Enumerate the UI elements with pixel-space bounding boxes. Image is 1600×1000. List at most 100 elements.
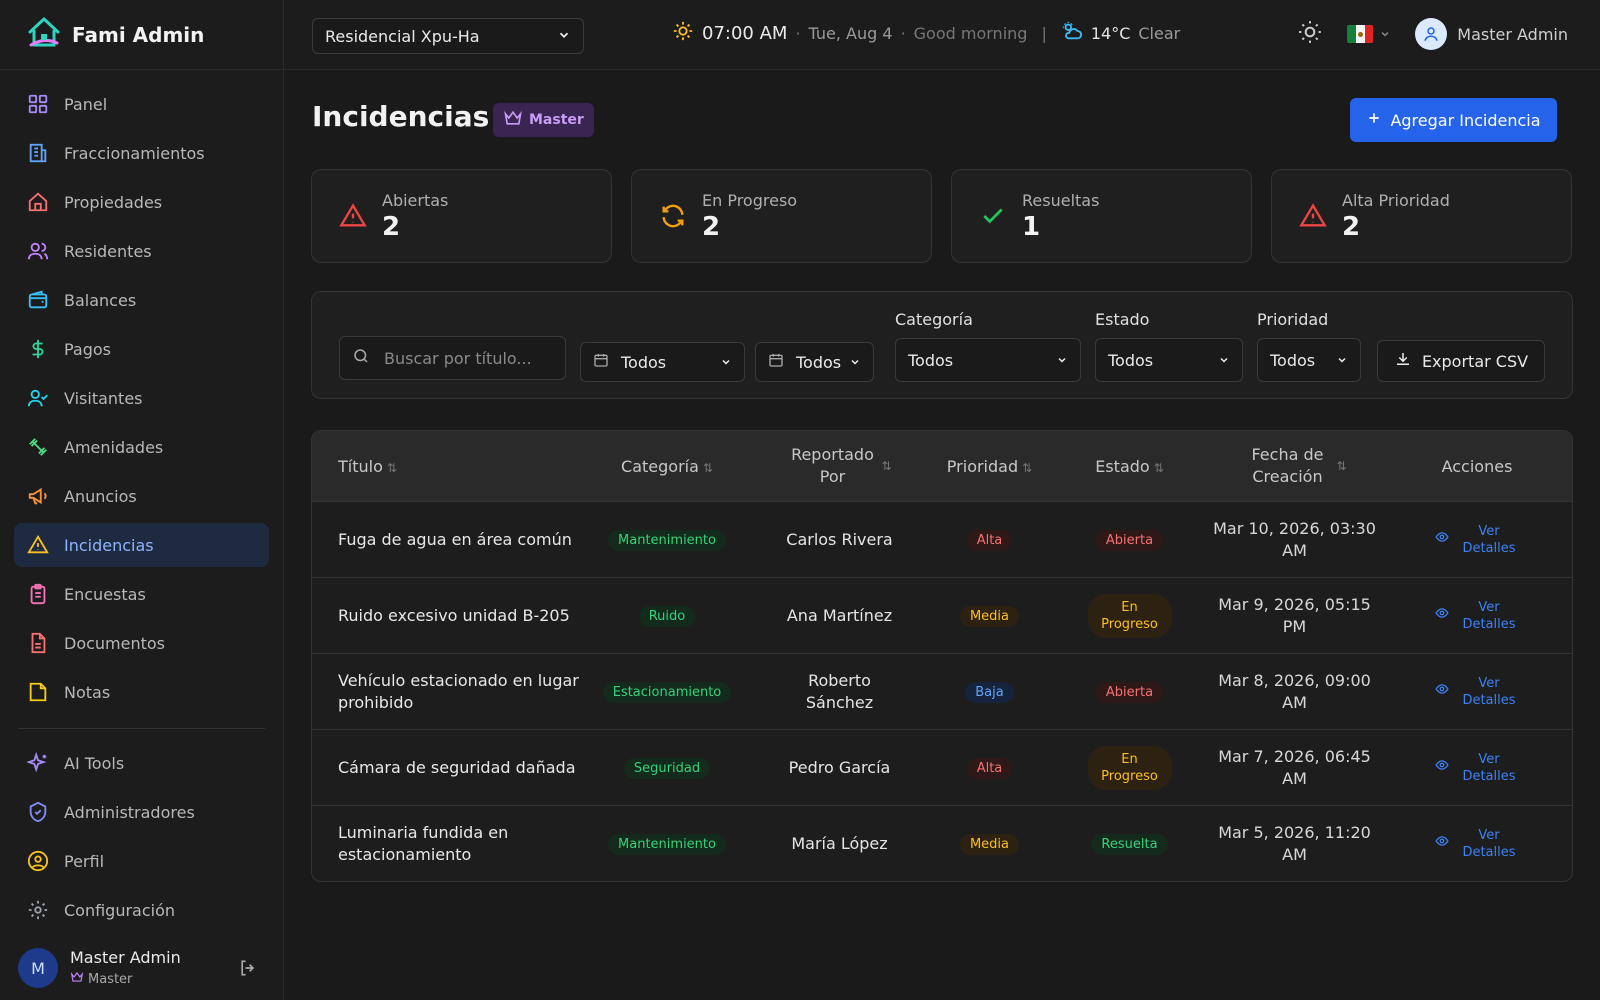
- sidebar-item-encuestas[interactable]: Encuestas: [14, 572, 269, 616]
- sidebar-item-anuncios[interactable]: Anuncios: [14, 474, 269, 518]
- temperature: 14°C: [1090, 23, 1131, 43]
- table-row[interactable]: Fuga de agua en área común Mantenimiento…: [312, 501, 1572, 577]
- category-badge: Ruido: [638, 605, 696, 627]
- category-select[interactable]: Todos: [895, 338, 1081, 382]
- cell-title: Ruido excesivo unidad B-205: [338, 605, 570, 625]
- table-row[interactable]: Luminaria fundida en estacionamiento Man…: [312, 805, 1572, 881]
- language-selector[interactable]: [1347, 25, 1391, 44]
- sidebar-item-fraccionamientos[interactable]: Fraccionamientos: [14, 131, 269, 175]
- page-title: Incidencias: [312, 100, 490, 133]
- sidebar-item-label: Incidencias: [64, 535, 154, 555]
- date-to-select[interactable]: Todos: [755, 342, 874, 382]
- separator-dot: ·: [900, 23, 906, 43]
- status-badge: En Progreso: [1087, 593, 1172, 638]
- view-details-link[interactable]: Ver Detalles: [1435, 751, 1519, 785]
- sidebar: Fami Admin Panel Fraccionamientos Propie…: [0, 0, 284, 1000]
- view-details-link[interactable]: Ver Detalles: [1435, 827, 1519, 861]
- table-row[interactable]: Cámara de seguridad dañada Seguridad Ped…: [312, 729, 1572, 805]
- download-icon: [1394, 350, 1412, 372]
- sidebar-item-amenidades[interactable]: Amenidades: [14, 425, 269, 469]
- date-from-select[interactable]: Todos: [580, 342, 745, 382]
- category-value: Todos: [908, 350, 954, 370]
- add-incident-button[interactable]: Agregar Incidencia: [1350, 98, 1557, 142]
- theme-toggle-sun-icon[interactable]: [1297, 19, 1323, 49]
- status-badge: Abierta: [1095, 681, 1164, 703]
- community-selector[interactable]: Residencial Xpu-Ha: [312, 18, 584, 54]
- cell-created: Mar 5, 2026, 11:20 AM: [1218, 822, 1371, 864]
- chevron-down-icon: [1379, 25, 1391, 44]
- priority-filter-label: Prioridad: [1257, 310, 1329, 329]
- calendar-icon: [593, 352, 609, 372]
- cell-reported-by: Ana Martínez: [786, 606, 893, 625]
- brand[interactable]: Fami Admin: [0, 0, 283, 70]
- view-details-link[interactable]: Ver Detalles: [1435, 599, 1519, 633]
- cell-title: Cámara de seguridad dañada: [338, 757, 576, 777]
- topbar: Residencial Xpu-Ha 07:00 AM · Tue, Aug 4…: [284, 0, 1600, 70]
- cell-reported-by: María López: [791, 834, 888, 853]
- sidebar-item-label: Panel: [64, 94, 108, 114]
- sidebar-item-label: Balances: [64, 290, 137, 310]
- app-name: Fami Admin: [72, 22, 205, 47]
- chevron-down-icon: [557, 27, 571, 46]
- sidebar-item-label: Amenidades: [64, 437, 164, 457]
- sidebar-item-visitantes[interactable]: Visitantes: [14, 376, 269, 420]
- export-csv-button[interactable]: Exportar CSV: [1377, 340, 1545, 382]
- eye-icon: [1435, 834, 1449, 853]
- note-icon: [26, 680, 50, 704]
- sidebar-item-ai-tools[interactable]: AI Tools: [14, 741, 269, 785]
- col-category[interactable]: Categoría ⇅: [582, 457, 752, 476]
- cell-created: Mar 10, 2026, 03:30 AM: [1213, 518, 1376, 560]
- date-from-value: Todos: [621, 352, 667, 372]
- cell-title: Fuga de agua en área común: [338, 529, 572, 549]
- status-badge: En Progreso: [1087, 745, 1172, 790]
- stat-label: Alta Prioridad: [1342, 190, 1450, 210]
- user-menu[interactable]: Master Admin: [1415, 18, 1568, 50]
- warning-icon: [338, 201, 368, 231]
- stat-value: 1: [1022, 211, 1041, 242]
- view-details-link[interactable]: Ver Detalles: [1435, 675, 1519, 709]
- sidebar-item-configuracion[interactable]: Configuración: [14, 888, 269, 932]
- stat-card-en-progreso: En Progreso 2: [631, 169, 932, 263]
- sidebar-item-label: Propiedades: [64, 192, 163, 212]
- sidebar-item-residentes[interactable]: Residentes: [14, 229, 269, 273]
- sidebar-item-notas[interactable]: Notas: [14, 670, 269, 714]
- col-created[interactable]: Fecha de Creación ⇅: [1207, 444, 1382, 488]
- search-field[interactable]: Buscar por título...: [339, 336, 566, 380]
- cell-reported-by: Roberto Sánchez: [752, 670, 927, 714]
- col-status[interactable]: Estado ⇅: [1052, 457, 1207, 476]
- sidebar-item-label: Visitantes: [64, 388, 143, 408]
- table-row[interactable]: Ruido excesivo unidad B-205 Ruido Ana Ma…: [312, 577, 1572, 653]
- sidebar-item-panel[interactable]: Panel: [14, 82, 269, 126]
- sidebar-item-pagos[interactable]: Pagos: [14, 327, 269, 371]
- sidebar-item-administradores[interactable]: Administradores: [14, 790, 269, 834]
- col-title[interactable]: Título ⇅: [312, 457, 582, 476]
- sidebar-item-incidencias[interactable]: Incidencias: [14, 523, 269, 567]
- main-content: Incidencias Master Agregar Incidencia Ab…: [284, 70, 1600, 1000]
- user-check-icon: [26, 386, 50, 410]
- stats-row: Abiertas 2 En Progreso 2 Resueltas 1 Alta P…: [311, 169, 1572, 263]
- sort-icon: ⇅: [1022, 460, 1033, 475]
- weather-condition: Clear: [1138, 23, 1181, 43]
- stat-card-abiertas: Abiertas 2: [311, 169, 612, 263]
- sidebar-divider: [18, 728, 265, 729]
- col-priority[interactable]: Prioridad ⇅: [927, 457, 1052, 476]
- sidebar-item-documentos[interactable]: Documentos: [14, 621, 269, 665]
- table-row[interactable]: Vehículo estacionado en lugar prohibido …: [312, 653, 1572, 729]
- status-select[interactable]: Todos: [1095, 338, 1243, 382]
- megaphone-icon: [26, 484, 50, 508]
- col-reported-by[interactable]: Reportado Por ⇅: [752, 444, 927, 488]
- sidebar-item-propiedades[interactable]: Propiedades: [14, 180, 269, 224]
- priority-badge: Media: [959, 605, 1020, 627]
- sidebar-item-balances[interactable]: Balances: [14, 278, 269, 322]
- logout-icon[interactable]: [238, 958, 258, 982]
- eye-icon: [1435, 530, 1449, 549]
- dollar-icon: [26, 337, 50, 361]
- priority-select[interactable]: Todos: [1257, 338, 1361, 382]
- sidebar-item-label: Residentes: [64, 241, 152, 261]
- crown-icon: [503, 108, 523, 132]
- avatar[interactable]: M: [18, 948, 58, 988]
- sidebar-item-perfil[interactable]: Perfil: [14, 839, 269, 883]
- col-actions: Acciones: [1441, 456, 1513, 476]
- view-details-link[interactable]: Ver Detalles: [1435, 523, 1519, 557]
- user-name: Master Admin: [70, 948, 181, 967]
